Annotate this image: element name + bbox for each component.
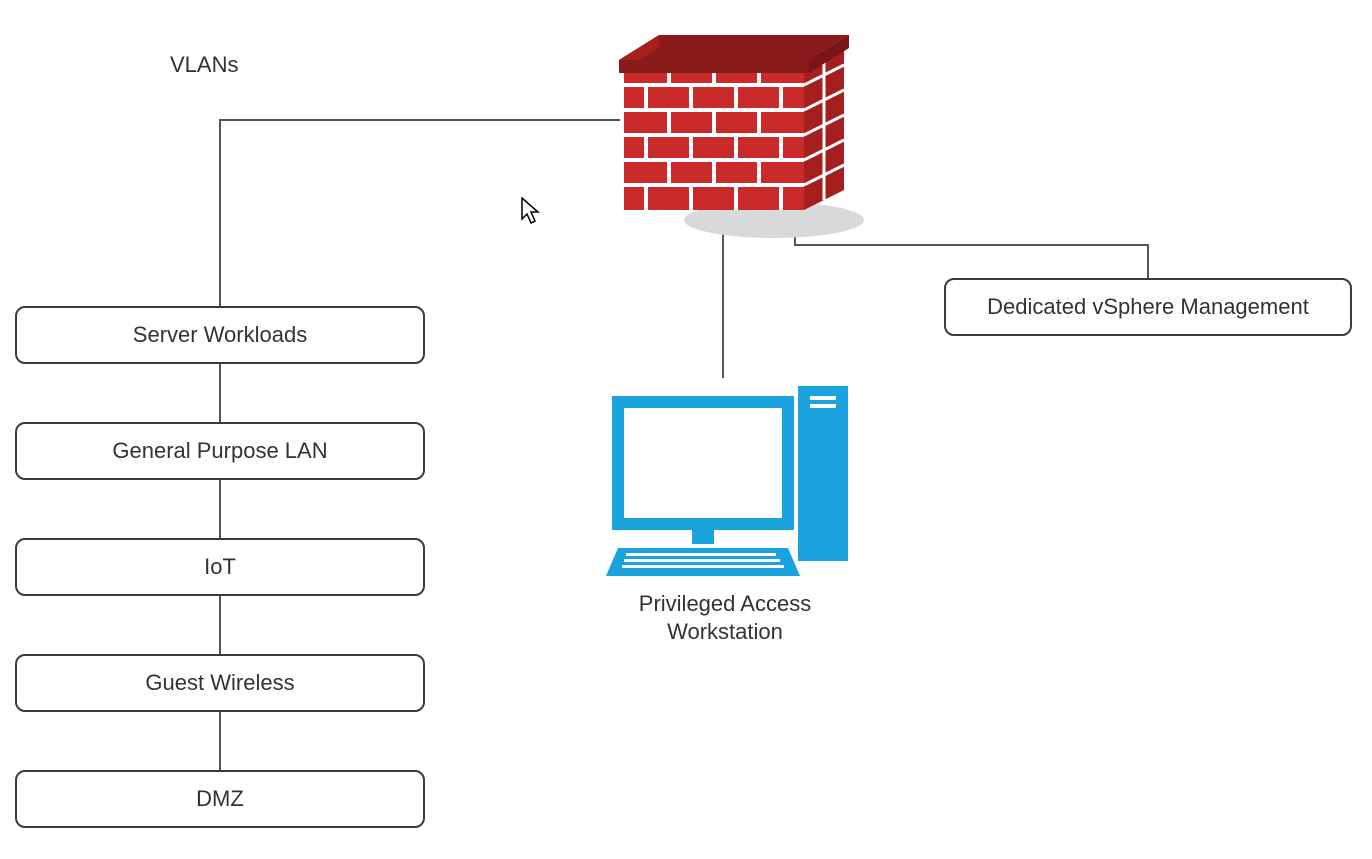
node-label: General Purpose LAN — [112, 438, 327, 464]
node-general-purpose-lan: General Purpose LAN — [15, 422, 425, 480]
workstation-label-line2: Workstation — [667, 619, 783, 644]
node-label: DMZ — [196, 786, 244, 812]
node-label: Server Workloads — [133, 322, 307, 348]
cursor-icon — [521, 197, 541, 230]
node-label: IoT — [204, 554, 236, 580]
firewall-icon — [614, 20, 874, 255]
workstation-label: Privileged Access Workstation — [595, 590, 855, 645]
workstation-label-line1: Privileged Access — [639, 591, 811, 616]
node-label: Dedicated vSphere Management — [987, 294, 1309, 320]
node-label: Guest Wireless — [145, 670, 294, 696]
workstation-icon — [600, 378, 860, 593]
node-server-workloads: Server Workloads — [15, 306, 425, 364]
node-dedicated-vsphere-mgmt: Dedicated vSphere Management — [944, 278, 1352, 336]
node-iot: IoT — [15, 538, 425, 596]
node-guest-wireless: Guest Wireless — [15, 654, 425, 712]
node-dmz: DMZ — [15, 770, 425, 828]
vlans-section-label: VLANs — [170, 52, 238, 78]
